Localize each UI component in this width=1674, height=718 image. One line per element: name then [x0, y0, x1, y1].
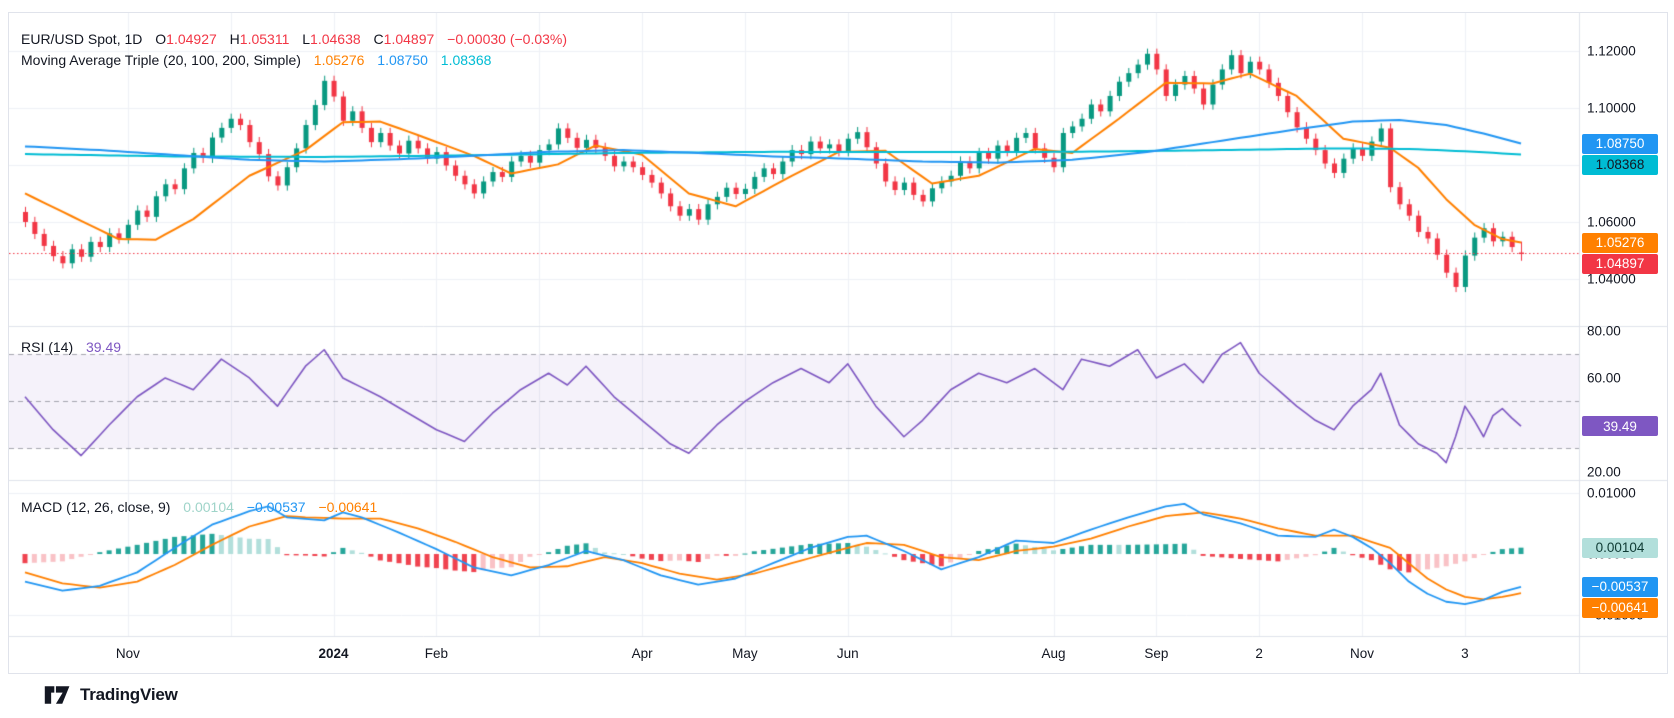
rsi-axis-tick: 20.00: [1587, 464, 1621, 480]
price-axis-tick: 1.10000: [1587, 100, 1636, 116]
macd-signal-badge: −0.00641: [1582, 597, 1658, 618]
time-axis-label: Nov: [1350, 646, 1375, 661]
macd-hist-value: 0.00104: [183, 499, 234, 515]
price-axis-tick: 1.06000: [1587, 214, 1636, 230]
open-value: 1.04927: [166, 31, 217, 47]
macd-axis-tick: 0.01000: [1587, 485, 1636, 501]
open-key: O: [155, 31, 167, 47]
macd-line-badge: −0.00537: [1582, 576, 1658, 597]
rsi-axis-tick: 80.00: [1587, 323, 1621, 339]
time-axis-label: Feb: [424, 646, 449, 661]
close-key: C: [373, 31, 384, 47]
rsi-axis-tick: 60.00: [1587, 370, 1621, 386]
time-axis-label: Apr: [631, 646, 653, 661]
main-legend[interactable]: EUR/USD Spot, 1D O1.04927 H1.05311 L1.04…: [21, 29, 567, 71]
last-price-badge: 1.04897: [1582, 253, 1658, 274]
price-axis-tick: 1.04000: [1587, 271, 1636, 287]
symbol-title: EUR/USD Spot, 1D: [21, 31, 143, 47]
price-axis-tick: 1.12000: [1587, 43, 1636, 59]
ma100-value: 1.08750: [377, 52, 428, 68]
rsi-value: 39.49: [86, 339, 122, 355]
ma-legend-row: Moving Average Triple (20, 100, 200, Sim…: [21, 50, 567, 71]
time-axis-label: Nov: [115, 646, 140, 661]
ma-title: Moving Average Triple (20, 100, 200, Sim…: [21, 52, 301, 68]
time-axis-label: May: [732, 646, 758, 661]
rsi-title: RSI (14): [21, 339, 74, 355]
macd-title: MACD (12, 26, close, 9): [21, 499, 171, 515]
ma20-value: 1.05276: [313, 52, 365, 68]
time-axis-label: 3: [1461, 646, 1469, 661]
close-value: 1.04897: [383, 31, 435, 47]
time-axis-label: 2: [1255, 646, 1263, 661]
ma200-value: 1.08368: [440, 52, 492, 68]
ma100-badge: 1.08750: [1582, 133, 1658, 154]
macd-line-value: −0.00537: [246, 499, 306, 515]
macd-legend[interactable]: MACD (12, 26, close, 9) 0.00104 −0.00537…: [21, 497, 377, 518]
rsi-legend[interactable]: RSI (14) 39.49: [21, 337, 121, 358]
time-axis-label: 2024: [318, 646, 349, 661]
time-axis-label: Aug: [1041, 646, 1066, 661]
symbol-legend-row: EUR/USD Spot, 1D O1.04927 H1.05311 L1.04…: [21, 29, 567, 50]
low-value: 1.04638: [310, 31, 361, 47]
macd-hist-badge: 0.00104: [1582, 537, 1658, 558]
high-key: H: [229, 31, 240, 47]
chart-container: EUR/USD Spot, 1D O1.04927 H1.05311 L1.04…: [8, 12, 1668, 674]
time-scale[interactable]: Nov 2024 Feb Apr May Jun Aug Sep 2 Nov 3: [9, 646, 1579, 672]
macd-signal-value: −0.00641: [318, 499, 378, 515]
tradingview-logo-link[interactable]: TradingView: [44, 683, 178, 707]
tradingview-brand-text: TradingView: [80, 685, 178, 704]
price-chart-canvas[interactable]: [9, 13, 1667, 673]
tradingview-logo-icon: [44, 686, 70, 704]
change-value: −0.00030 (−0.03%): [447, 31, 568, 47]
time-axis-label: Sep: [1144, 646, 1169, 661]
rsi-value-badge: 39.49: [1582, 416, 1658, 437]
high-value: 1.05311: [239, 31, 290, 47]
low-key: L: [302, 31, 311, 47]
ma20-badge: 1.05276: [1582, 232, 1658, 253]
time-axis-label: Jun: [836, 646, 859, 661]
ma200-badge: 1.08368: [1582, 154, 1658, 175]
